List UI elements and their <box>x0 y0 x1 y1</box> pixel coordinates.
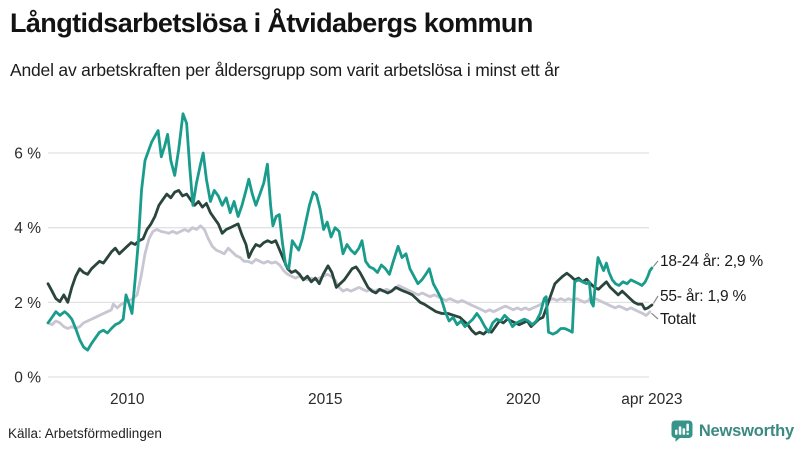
y-tick-label: 6 % <box>14 146 41 163</box>
series-end-label-totalt: Totalt <box>660 311 696 328</box>
series-end-label-55: 55- år: 1,9 % <box>660 288 747 305</box>
y-tick-label: 0 % <box>14 370 41 387</box>
label-connector <box>652 295 659 304</box>
series-line-Totalt <box>46 224 652 330</box>
source-note: Källa: Arbetsförmedlingen <box>8 426 162 441</box>
x-tick-label: 2020 <box>506 391 541 408</box>
y-tick-label: 2 % <box>14 295 41 312</box>
x-tick-label: apr 2023 <box>621 391 682 408</box>
brand-logo: Newsworthy <box>671 420 794 442</box>
label-connector <box>652 260 659 267</box>
x-tick-label: 2010 <box>110 391 145 408</box>
series-end-label-18-24: 18-24 år: 2,9 % <box>660 253 763 270</box>
y-tick-label: 4 % <box>14 220 41 237</box>
x-tick-label: 2015 <box>308 391 342 408</box>
series-line-18-24år <box>46 112 654 352</box>
series-line-55-år <box>46 188 654 336</box>
page-subtitle: Andel av arbetskraften per åldersgrupp s… <box>10 60 560 80</box>
brand-name: Newsworthy <box>698 421 794 440</box>
bar-chart-speech-bubble-icon <box>671 420 693 442</box>
label-connector <box>651 312 659 320</box>
page-title: Långtidsarbetslösa i Åtvidabergs kommun <box>10 8 533 38</box>
